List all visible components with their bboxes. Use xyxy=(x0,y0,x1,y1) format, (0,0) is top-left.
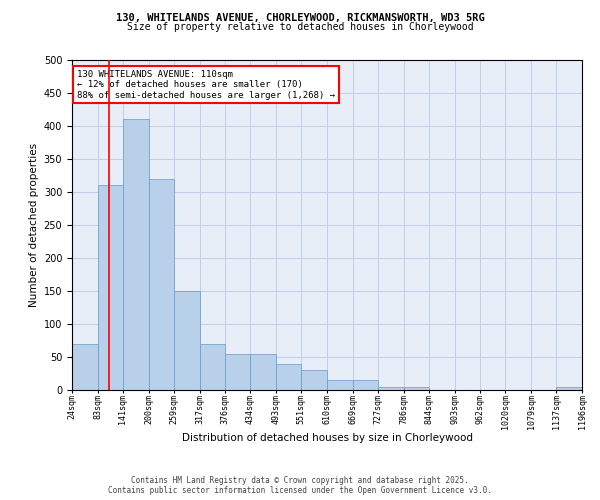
Bar xyxy=(149,179,174,390)
Y-axis label: Number of detached properties: Number of detached properties xyxy=(29,143,40,307)
X-axis label: Distribution of detached houses by size in Chorleywood: Distribution of detached houses by size … xyxy=(182,434,473,444)
Bar xyxy=(327,380,353,390)
Text: Size of property relative to detached houses in Chorleywood: Size of property relative to detached ho… xyxy=(127,22,473,32)
Bar xyxy=(353,380,378,390)
Text: 130 WHITELANDS AVENUE: 110sqm
← 12% of detached houses are smaller (170)
88% of : 130 WHITELANDS AVENUE: 110sqm ← 12% of d… xyxy=(77,70,335,100)
Bar xyxy=(276,364,301,390)
Text: 130, WHITELANDS AVENUE, CHORLEYWOOD, RICKMANSWORTH, WD3 5RG: 130, WHITELANDS AVENUE, CHORLEYWOOD, RIC… xyxy=(116,12,484,22)
Bar xyxy=(72,344,98,390)
Bar xyxy=(199,344,225,390)
Bar xyxy=(556,386,582,390)
Bar xyxy=(404,386,429,390)
Bar xyxy=(378,386,404,390)
Text: Contains HM Land Registry data © Crown copyright and database right 2025.
Contai: Contains HM Land Registry data © Crown c… xyxy=(108,476,492,495)
Bar xyxy=(123,120,149,390)
Bar xyxy=(225,354,250,390)
Bar xyxy=(250,354,276,390)
Bar xyxy=(174,291,199,390)
Bar xyxy=(98,186,123,390)
Bar xyxy=(301,370,327,390)
